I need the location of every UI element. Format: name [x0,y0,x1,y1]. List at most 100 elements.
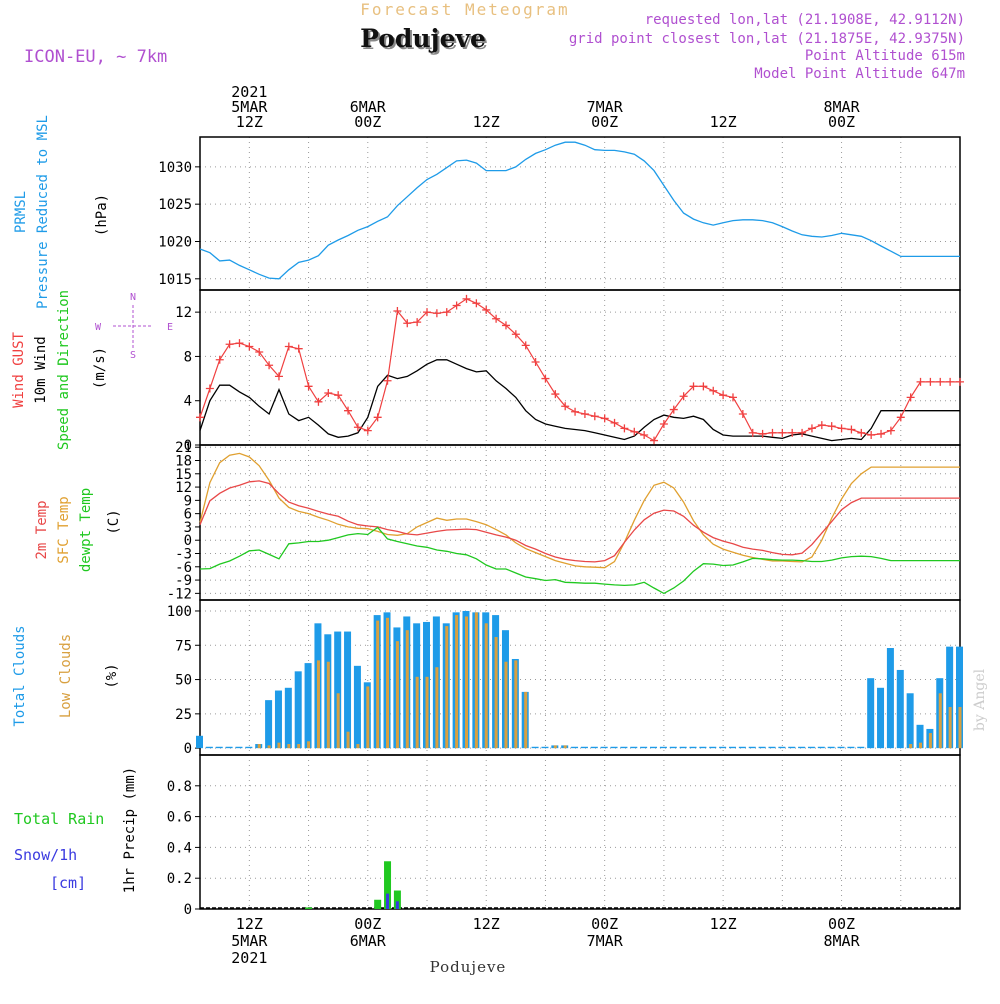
total-cloud-bar [728,746,736,749]
gust-marker [205,384,214,393]
sfc-temp-label: SFC Temp [56,496,72,563]
bottom-time-label: 00Z [828,915,855,933]
gust-marker [541,374,550,383]
gust-marker [255,348,264,356]
low-cloud-bar [277,742,281,749]
point-altitude: Point Altitude 615m [805,48,965,64]
gust-marker [916,377,925,386]
low-clouds-label: Low Clouds [58,634,74,718]
grid-lonlat: grid point closest lon,lat (21.1875E, 42… [569,31,965,47]
total-rain-label: Total Rain [14,810,104,828]
clouds-panel: 0 25 50 75 100 [167,599,963,757]
total-cloud-bar [709,746,717,749]
gust-marker [709,386,718,395]
low-cloud-bar [287,744,291,749]
total-cloud-bar [304,663,312,749]
low-cloud-bar [346,731,350,749]
gust-marker [788,428,797,437]
bottom-time-label: 12Z [473,915,500,933]
y-tick-label: 9 [184,493,192,509]
y-tick-label: 0 [184,902,192,918]
gust-marker [837,424,846,433]
gust-marker [877,429,886,438]
gust-marker [719,391,728,400]
low-cloud-bar [415,676,419,749]
wind-unit: (m/s) [92,347,108,389]
gust-marker [492,314,501,323]
gust-marker [403,319,412,328]
low-cloud-bar [455,615,459,749]
gust-marker [857,428,866,437]
wind-speed-dir-label: Speed and Direction [56,290,72,450]
gust-marker [314,397,323,406]
low-cloud-bar [376,620,380,749]
top-time-label: 8MAR [823,98,860,116]
y-tick-label: 12 [175,480,192,496]
gust-marker [590,412,599,421]
low-cloud-bar [494,637,498,749]
compass-n: N [130,292,136,303]
wind-10m-label: 10m Wind [33,336,49,403]
snow-label: Snow/1h [14,846,77,864]
total-cloud-bar [531,746,539,749]
total-cloud-bar [571,746,579,749]
total-cloud-bar [225,746,233,749]
compass-e: E [167,322,173,333]
gust-marker [650,436,659,445]
gust-marker [946,377,955,386]
total-cloud-bar [689,746,697,749]
gust-marker [807,424,816,433]
bottom-time-label: 00Z [354,915,381,933]
low-cloud-bar [928,733,932,749]
gust-marker [551,390,560,399]
total-cloud-bar [215,746,223,749]
bottom-time-label: 00Z [591,915,618,933]
gust-marker [363,426,372,435]
gust-marker [294,344,303,353]
low-cloud-bar [435,667,439,749]
gust-marker [235,339,244,348]
total-cloud-bar [284,687,292,749]
wind-gust-label: Wind GUST [11,332,27,408]
gust-marker [847,425,856,434]
requested-lonlat: requested lon,lat (21.1908E, 42.9112N) [645,12,965,28]
y-tick-label: 3 [184,520,192,536]
panel-frame [199,444,961,601]
y-tick-label: 1025 [158,197,192,213]
low-cloud-bar [484,623,488,749]
gust-marker [610,418,619,427]
footer-location: Podujeve [430,958,507,976]
y-tick-label: 50 [175,673,192,689]
sfc-temp-line [199,452,960,569]
total-cloud-bar [699,746,707,749]
compass-s: S [130,350,136,361]
prmsl-label: PRMSL [13,191,29,233]
bottom-time-label: 12Z [710,915,737,933]
y-tick-label: 75 [175,638,192,654]
pressure-side-labels: PRMSL Pressure Reduced to MSL (hPa) [13,115,110,309]
low-cloud-bar [326,661,330,749]
total-cloud-bar [265,700,273,749]
total-cloud-bar [610,746,618,749]
total-cloud-bar [353,665,361,749]
rain-bar [374,899,382,909]
gust-marker [442,308,451,317]
dewpt-label: dewpt Temp [78,488,94,572]
low-cloud-bar [938,693,942,749]
total-cloud-bar [867,678,875,749]
bottom-time-label: 2021 [231,949,267,967]
clouds-side-labels: Total Clouds Low Clouds (%) [12,625,120,726]
low-cloud-bar [395,641,399,749]
low-cloud-bar [524,691,528,749]
total-cloud-bar [886,648,894,749]
y-tick-label: -3 [175,547,192,563]
total-cloud-bar [857,746,865,749]
dewpt-line [199,526,960,595]
gust-marker [817,421,826,430]
gust-marker [501,321,510,330]
gust-marker [304,382,313,391]
precip-side-labels: Total Rain Snow/1h [cm] 1hr Precip (mm) [14,767,138,893]
gust-marker [373,413,382,422]
total-cloud-bar [235,746,243,749]
